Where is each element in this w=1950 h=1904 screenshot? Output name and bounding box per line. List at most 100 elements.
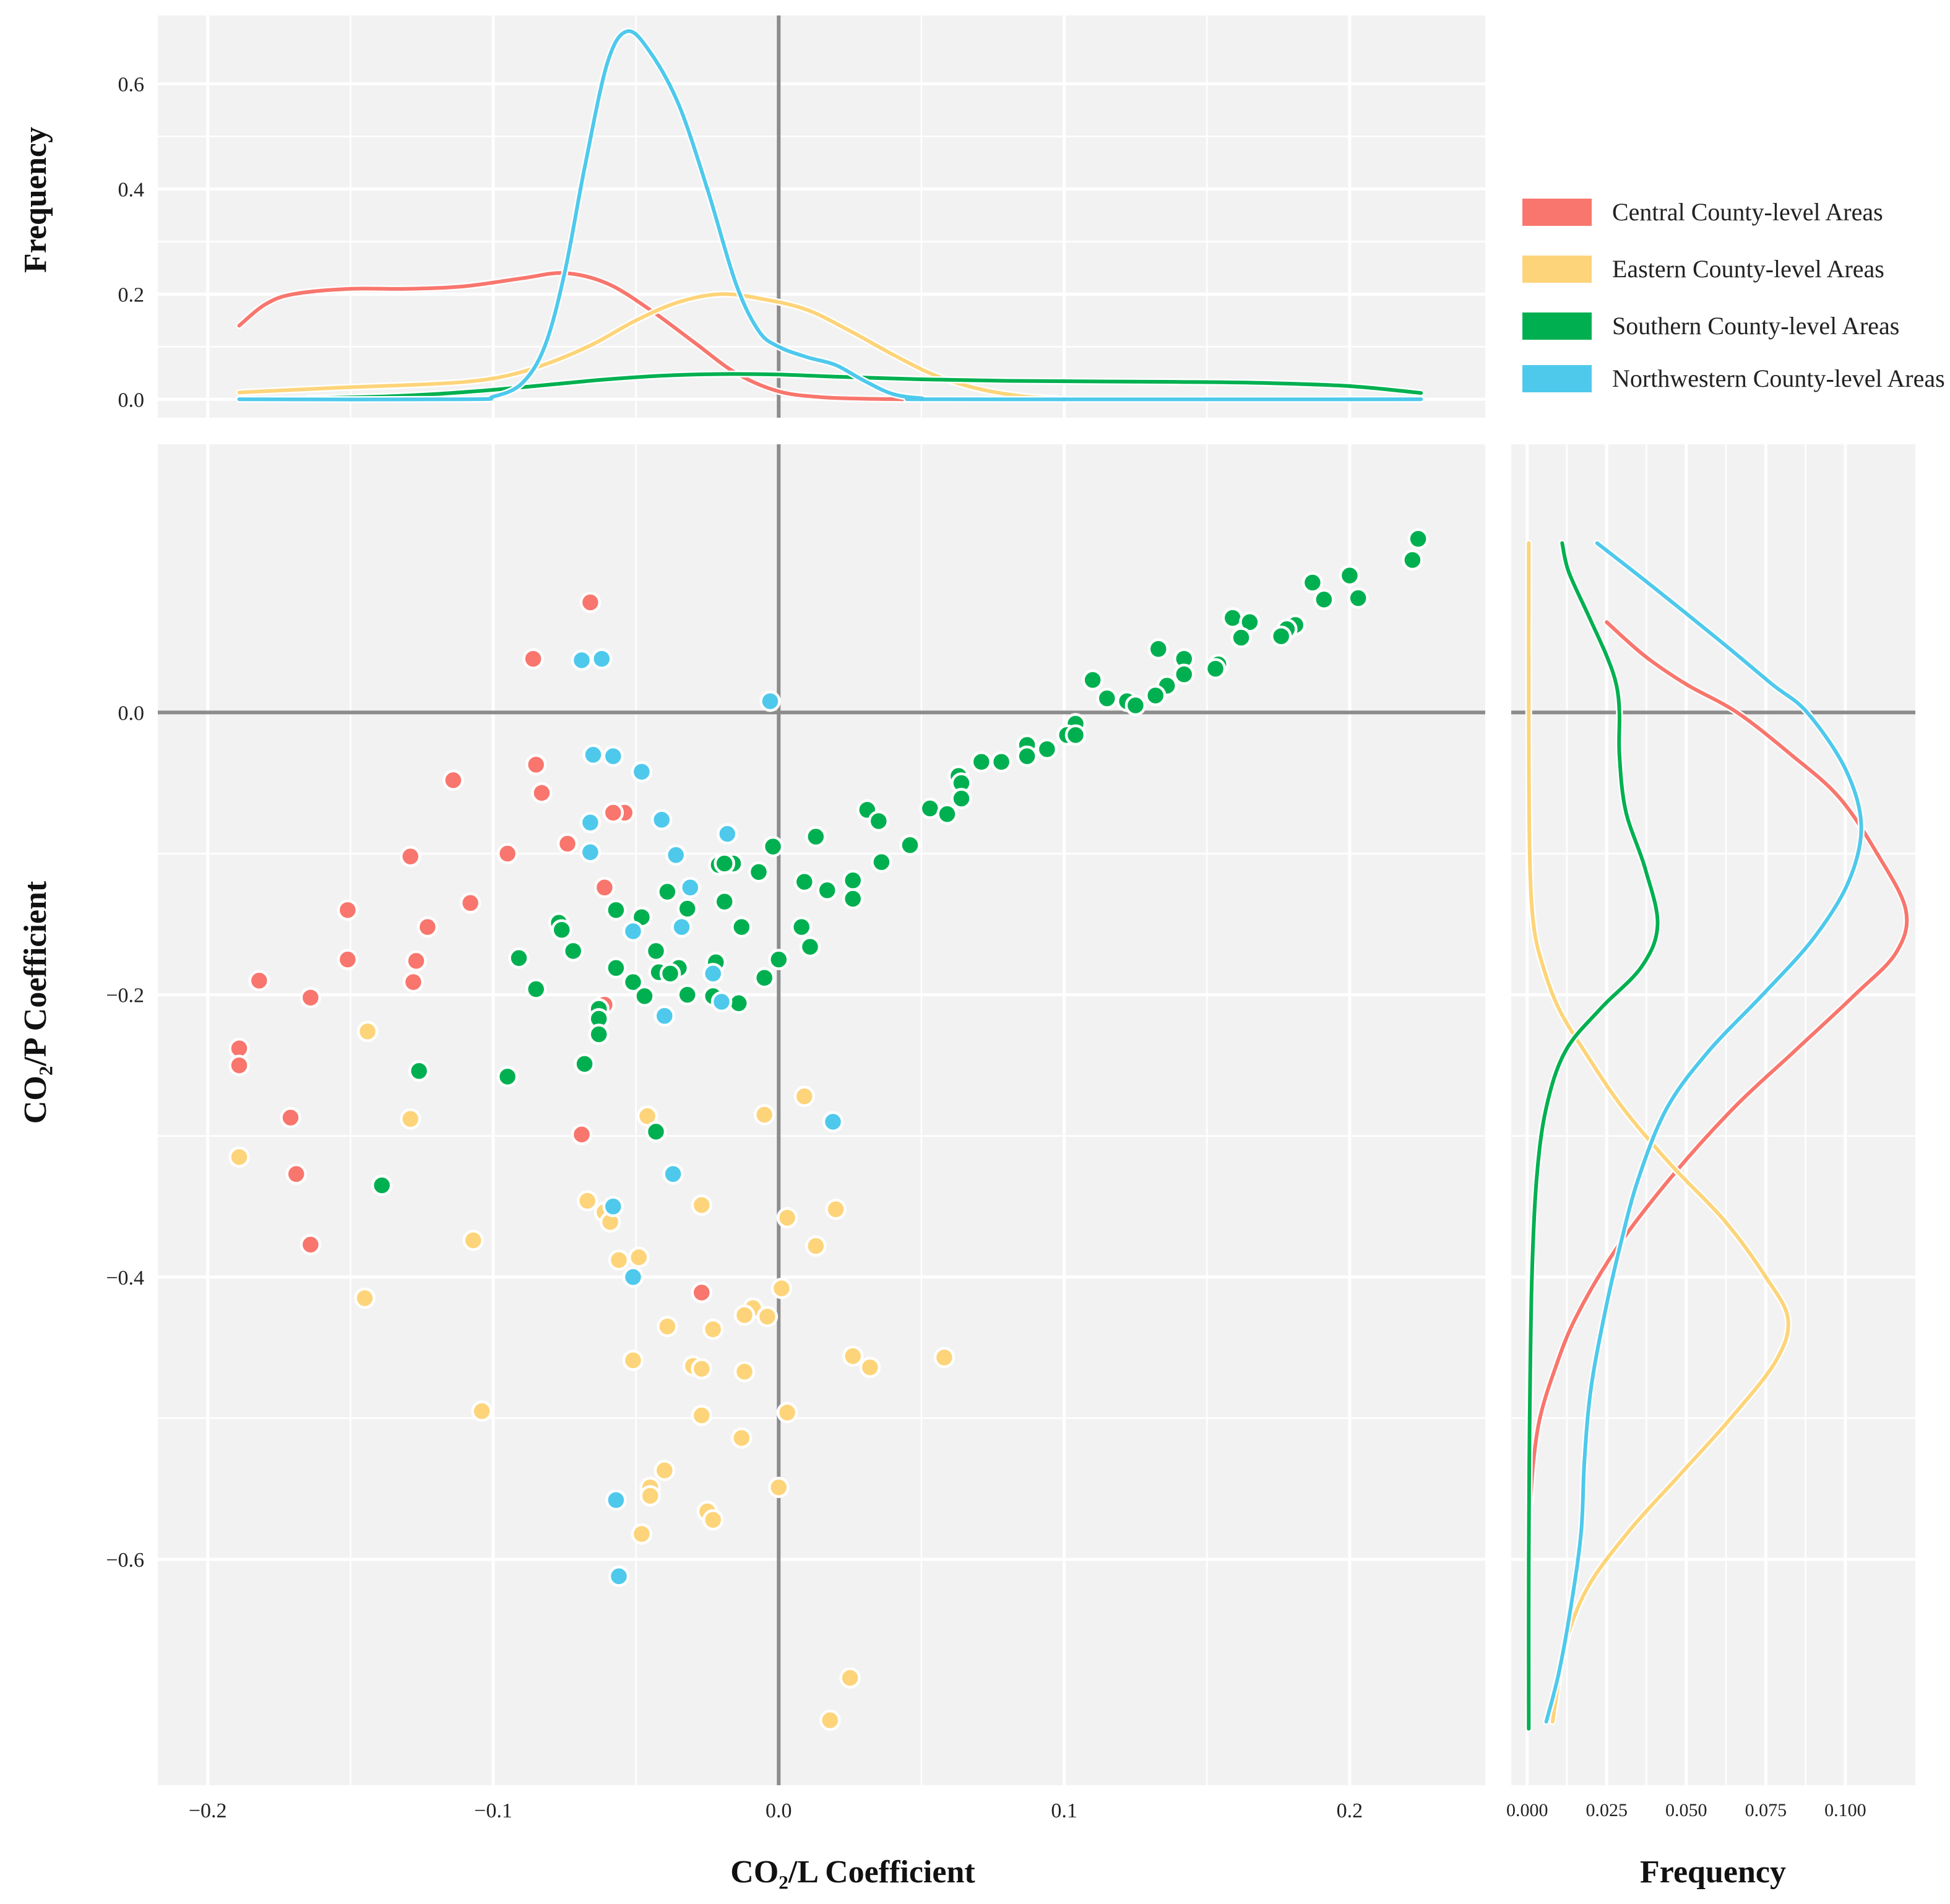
point-southern <box>762 835 784 858</box>
legend-label-southern: Southern County-level Areas <box>1612 312 1899 340</box>
point-central <box>399 845 421 868</box>
point-northwestern <box>579 841 602 863</box>
point-central <box>571 1124 593 1145</box>
point-central <box>593 877 616 898</box>
point-southern <box>1204 658 1227 679</box>
point-eastern <box>691 1194 713 1216</box>
point-central <box>442 769 464 791</box>
point-southern <box>1230 627 1252 648</box>
point-northwestern <box>608 1566 630 1587</box>
point-southern <box>1407 528 1429 550</box>
point-central <box>522 648 544 670</box>
point-central <box>337 949 359 970</box>
point-southern <box>714 853 735 874</box>
density-curves <box>236 27 1910 1733</box>
point-northwestern <box>602 745 624 767</box>
right-density-northwestern <box>1544 541 1863 1724</box>
point-eastern <box>702 1318 724 1340</box>
point-southern <box>919 798 941 819</box>
right-density-eastern <box>1527 541 1790 1724</box>
x-tick-label: 0.0 <box>766 1799 792 1822</box>
top-marginal-tick-label: 0.4 <box>118 178 145 201</box>
point-eastern <box>356 1020 379 1043</box>
point-central <box>337 899 359 921</box>
point-northwestern <box>717 823 738 845</box>
point-southern <box>842 869 864 892</box>
point-southern <box>768 949 790 970</box>
y-tick-label: −0.6 <box>106 1549 144 1572</box>
point-eastern <box>776 1402 798 1424</box>
point-northwestern <box>579 812 602 834</box>
point-southern <box>728 993 749 1014</box>
point-southern <box>1096 687 1118 709</box>
point-central <box>602 802 624 824</box>
point-southern <box>1402 549 1423 571</box>
point-eastern <box>756 1306 779 1327</box>
point-central <box>300 1234 322 1256</box>
point-northwestern <box>702 963 724 984</box>
point-eastern <box>819 1709 841 1731</box>
top-marginal-y-title: Frequency <box>18 127 53 273</box>
point-northwestern <box>710 991 733 1013</box>
x-tick-label: −0.1 <box>474 1799 512 1822</box>
top-marginal-tick-label: 0.6 <box>118 73 145 96</box>
point-southern <box>1301 572 1324 593</box>
point-eastern <box>354 1287 376 1309</box>
point-eastern <box>657 1316 678 1337</box>
right-marginal-tick-label: 0.000 <box>1506 1800 1548 1820</box>
point-southern <box>645 1121 667 1143</box>
legend-key-southern <box>1522 312 1592 340</box>
point-eastern <box>731 1427 753 1449</box>
point-central <box>496 843 519 864</box>
x-axis-title: CO₂/L Coefficient <box>730 1854 975 1890</box>
point-central <box>248 970 270 992</box>
point-southern <box>1016 745 1038 767</box>
point-northwestern <box>571 649 593 671</box>
point-central <box>402 971 425 993</box>
y-tick-label: −0.4 <box>106 1267 144 1290</box>
right-marginal-tick-label: 0.050 <box>1665 1800 1707 1820</box>
point-southern <box>508 947 530 969</box>
point-southern <box>1064 724 1087 746</box>
point-northwestern <box>602 1195 624 1218</box>
point-eastern <box>768 1476 790 1498</box>
top-density-central <box>237 271 912 402</box>
right-marginal-tick-label: 0.025 <box>1586 1800 1628 1820</box>
y-tick-label: 0.0 <box>118 702 145 725</box>
point-eastern <box>228 1146 250 1168</box>
point-southern <box>790 916 813 938</box>
point-eastern <box>805 1235 827 1257</box>
point-southern <box>805 825 827 848</box>
point-eastern <box>639 1485 661 1507</box>
point-southern <box>753 967 775 989</box>
point-southern <box>868 810 890 832</box>
point-central <box>228 1054 250 1076</box>
point-southern <box>1147 638 1170 660</box>
point-central <box>285 1163 307 1185</box>
point-northwestern <box>671 916 692 938</box>
point-southern <box>1313 588 1335 611</box>
point-eastern <box>471 1400 493 1422</box>
point-central <box>405 950 427 972</box>
point-central <box>459 892 481 914</box>
legend-key-eastern <box>1522 256 1592 283</box>
point-southern <box>793 871 816 893</box>
point-southern <box>496 1066 519 1088</box>
tick-labels: −0.2 −0.1 0.0 0.1 0.2 0.0 −0.2 −0.4 −0.6 0.0 0.2 0.… <box>106 73 1866 1822</box>
legend-key-northwestern <box>1522 365 1592 392</box>
point-eastern <box>733 1361 756 1382</box>
point-northwestern <box>662 1163 684 1185</box>
point-northwestern <box>665 844 687 866</box>
point-eastern <box>622 1350 644 1371</box>
legend-key-central <box>1522 199 1592 226</box>
point-southern <box>1082 669 1103 691</box>
point-southern <box>1222 607 1244 629</box>
x-tick-label: 0.2 <box>1337 1799 1363 1822</box>
right-density-southern <box>1527 541 1660 1731</box>
point-northwestern <box>822 1111 844 1133</box>
point-central <box>525 754 547 776</box>
point-southern <box>634 985 655 1007</box>
point-southern <box>408 1060 430 1082</box>
main-scatter-panel <box>158 444 1485 1785</box>
